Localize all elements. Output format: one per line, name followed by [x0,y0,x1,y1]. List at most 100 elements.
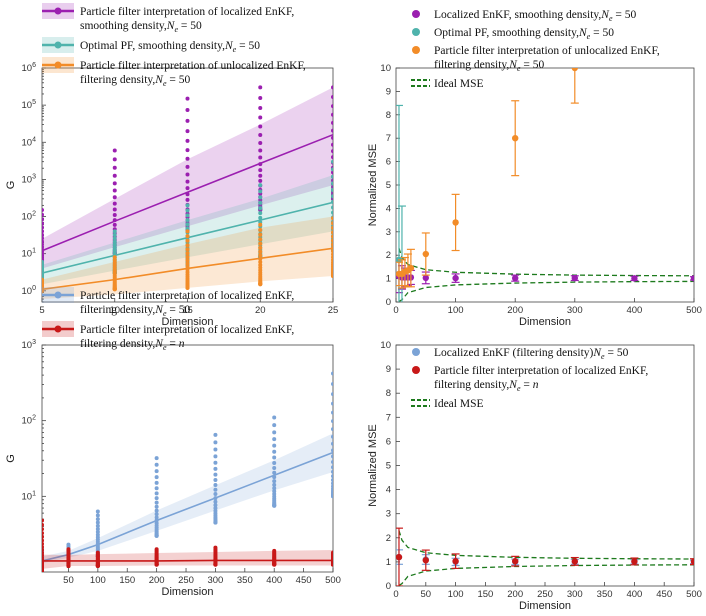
x-tick-label: 100 [448,589,464,600]
data-point-pf_loc_50 [331,448,333,453]
data-point-loc_enkf [331,94,333,99]
legend-swatch-marker [54,325,62,333]
data-point-opt_pf [258,211,263,216]
legend-entry-opt_pf-text: Optimal PF, smoothing density, [80,40,225,52]
data-point-loc_enkf [258,155,263,160]
data-point-pf_loc_50 [331,469,333,474]
data-point-opt_pf [112,236,117,241]
data-point-loc_enkf [331,112,333,117]
data-point-pf_loc_50 [95,513,100,518]
data-point-loc_enkf [112,201,117,206]
data-point-opt_pf [185,208,190,213]
chart-panel-bottom-left: 50 100 150 200 250 300 350 400 450 500 101 102 103 Di… [5,287,341,598]
data-point-unloc_enkf [331,242,333,247]
fit-line-unloc_enkf [42,247,333,291]
data-point-loc_enkf [112,195,117,200]
data-point-pf_loc_50 [331,454,333,459]
legend-entry-unloc_enkf-ne: Ne = 50 [508,59,544,73]
legend-entry-pf_loc_n-text: Particle filter interpretation of locali… [80,324,294,336]
x-tick-label: 500 [325,575,341,586]
data-point-opt_pf [331,194,333,199]
data-point-pf_loc_50 [154,462,159,467]
data-point-pf_loc_50 [95,517,100,522]
y-tick-label: 5 [386,180,391,191]
data-point-opt_pf [331,205,333,210]
data-point-pf_loc_50 [331,419,333,424]
data-point-loc_enkf [185,138,190,143]
legend-entry-loc_enkf-text: smoothing density, [80,20,167,32]
data-point-pf_loc_n [631,558,638,565]
y-tick-label: 104 [22,136,37,148]
data-point-opt_pf [331,188,333,193]
data-point-pf_loc_n [95,550,100,555]
data-point-loc_enkf [185,96,190,101]
legend-entry-ideal_mse-text: Ideal MSE [434,78,484,90]
data-point-unloc_enkf [512,135,519,142]
data-point-unloc_enkf [331,234,333,239]
data-point-loc_enkf [42,239,44,244]
data-point-loc_enkf [42,212,44,217]
data-point-loc_enkf [258,178,263,183]
x-tick-label: 450 [656,589,672,600]
y-tick-label: 1 [386,274,391,285]
data-point-loc_enkf [331,149,333,154]
data-point-unloc_enkf [331,249,333,254]
data-point-pf_loc_50 [272,443,277,448]
data-point-opt_pf [258,195,263,200]
legend-entry-unloc_enkf-text: filtering density, [80,74,155,86]
data-point-loc_enkf [185,118,190,123]
x-tick-label: 350 [597,589,613,600]
data-point-loc_enkf [331,170,333,175]
confidence-band-pf_loc_n [42,550,333,569]
data-point-pf_loc_n [66,547,71,552]
data-point-opt_pf [258,189,263,194]
x-tick-label: 300 [207,575,223,586]
x-tick-label: 250 [537,589,553,600]
data-point-unloc_enkf [258,227,263,232]
data-point-loc_enkf [452,274,459,282]
y-axis-label: G [5,181,17,190]
data-point-pf_loc_n [272,548,277,553]
data-point-pf_loc_n [422,557,429,564]
data-point-pf_loc_50 [272,455,277,460]
x-tick-label: 50 [63,575,74,586]
data-point-loc_enkf [258,140,263,145]
y-axis-label: Normalized MSE [367,424,379,507]
data-point-pf_loc_n [42,538,44,543]
y-tick-label: 9 [386,86,391,97]
data-point-unloc_enkf [258,262,263,267]
data-point-pf_loc_50 [213,472,218,477]
data-point-unloc_enkf [571,68,578,72]
data-point-pf_loc_50 [213,487,218,492]
data-point-loc_enkf [331,135,333,140]
data-point-pf_loc_50 [272,492,277,497]
data-point-pf_loc_50 [213,454,218,459]
data-point-loc_enkf [185,164,190,169]
data-point-loc_enkf [258,148,263,153]
plot-area [396,527,694,586]
legend-entry-opt_pf-ne: Ne = 50 [578,27,614,41]
plot-area [42,85,333,300]
y-tick-label: 106 [22,62,37,74]
data-point-loc_enkf [112,207,117,212]
data-point-pf_loc_n [42,527,44,532]
data-point-loc_enkf [42,236,44,241]
data-point-pf_loc_50 [331,434,333,439]
x-tick-label: 150 [119,575,135,586]
data-point-pf_loc_n [42,534,44,539]
x-axis-label: Dimension [162,586,214,598]
data-point-pf_loc_50 [95,509,100,514]
data-point-pf_loc_50 [331,382,333,387]
legend-entry-pf_loc_n-ne: Ne = n [154,338,184,352]
data-point-loc_enkf [112,213,117,218]
data-point-loc_enkf [112,157,117,162]
legend-swatch-marker [54,291,62,299]
data-point-unloc_enkf [331,230,333,235]
data-point-loc_enkf [185,129,190,134]
y-tick-label: 103 [22,173,37,185]
y-tick-label: 2 [386,533,391,544]
legend-entry-loc_enkf_filt-text: Localized EnKF (filtering density) [434,347,594,359]
data-point-pf_loc_50 [95,520,100,525]
legend-swatch-marker [412,46,420,54]
data-point-unloc_enkf [422,250,429,258]
